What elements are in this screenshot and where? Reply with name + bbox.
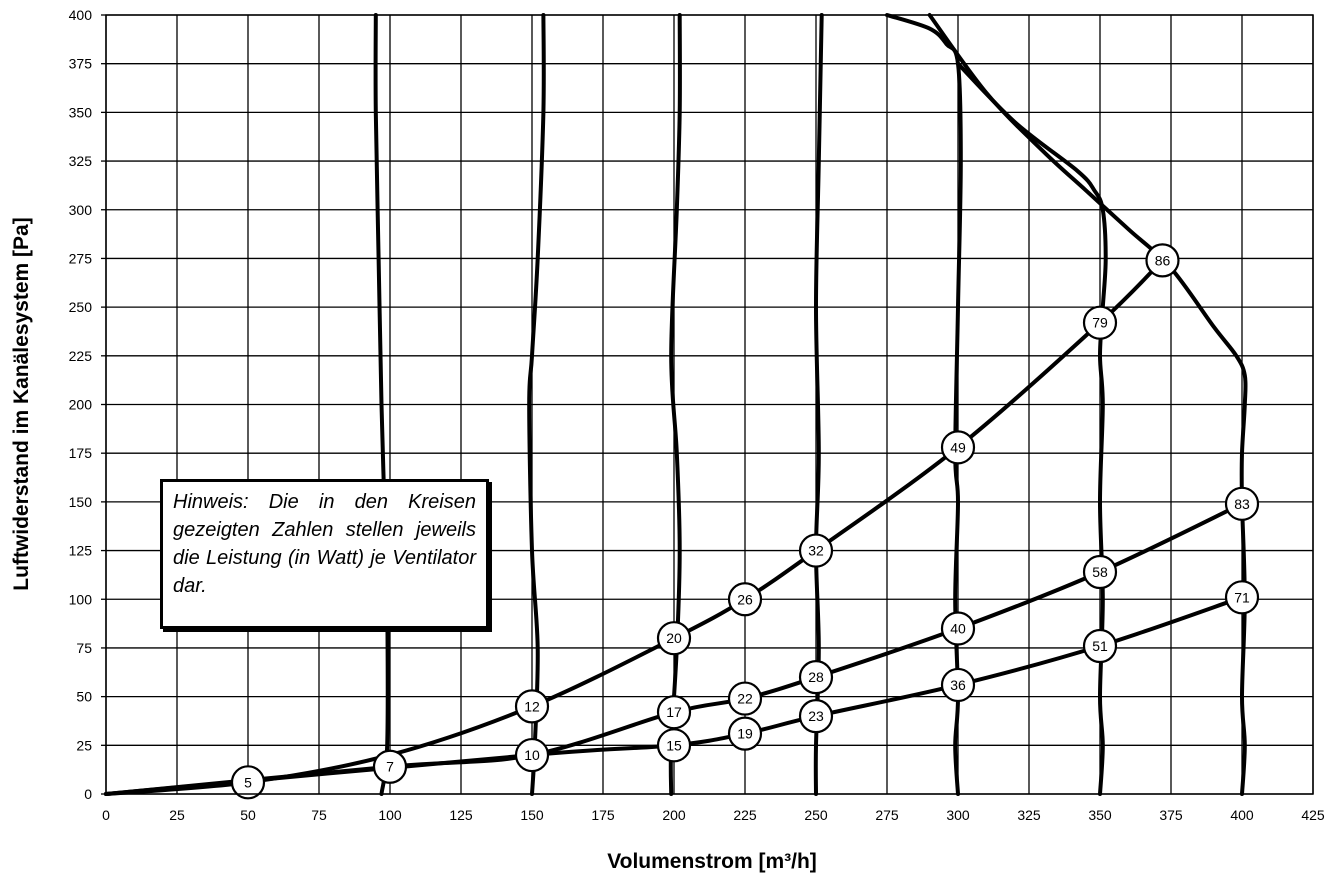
point-marker — [1082, 305, 1118, 340]
x-axis-title: Volumenstrom [m³/h] — [607, 850, 817, 873]
x-tick-label: 400 — [1230, 807, 1254, 823]
point-marker — [514, 689, 550, 724]
x-tick-label: 75 — [311, 807, 327, 823]
point-marker — [798, 533, 834, 568]
x-tick-label: 25 — [169, 807, 185, 823]
point-label: 19 — [737, 726, 753, 742]
fan-curve-line — [956, 61, 1108, 796]
tick-labels: 0 25 50 75 100 125 150 175 200 225 250 275 300 325 350… — [69, 7, 1325, 823]
gridlines — [101, 14, 1314, 795]
point-marker — [1224, 486, 1260, 521]
point-label: 12 — [524, 698, 540, 714]
x-tick-label: 175 — [591, 807, 615, 823]
point-label: 86 — [1155, 252, 1171, 268]
y-tick-label: 225 — [69, 348, 93, 364]
y-axis-title: Luftwiderstand im Kanälesystem [Pa] — [10, 217, 33, 590]
y-tick-label: 175 — [69, 445, 93, 461]
x-tick-label: 225 — [733, 807, 757, 823]
y-tick-label: 25 — [76, 737, 92, 753]
x-tick-label: 350 — [1088, 807, 1112, 823]
x-tick-label: 200 — [662, 807, 686, 823]
point-label: 36 — [950, 677, 966, 693]
point-label: 10 — [524, 747, 540, 763]
y-tick-label: 275 — [69, 250, 93, 266]
x-tick-label: 50 — [240, 807, 256, 823]
point-label: 22 — [737, 691, 753, 707]
data-points: 5 7 12 10 20 17 15 26 22 19 32 28 23 49 40 36 79 58 51 86 83… — [230, 243, 1260, 800]
point-marker — [727, 582, 763, 617]
point-marker — [940, 667, 976, 703]
point-marker — [656, 621, 692, 656]
y-tick-label: 375 — [69, 56, 93, 72]
point-marker — [798, 660, 834, 695]
x-tick-label: 150 — [520, 807, 544, 823]
x-tick-label: 300 — [946, 807, 970, 823]
point-label: 15 — [666, 737, 682, 753]
fan-curve-line — [927, 13, 1248, 796]
point-label: 32 — [808, 543, 824, 559]
x-tick-label: 275 — [875, 807, 899, 823]
fan-curve-line — [373, 13, 390, 796]
point-marker — [1145, 243, 1180, 278]
point-marker — [727, 681, 763, 716]
y-tick-label: 250 — [69, 299, 93, 315]
point-label: 40 — [950, 620, 966, 636]
x-tick-label: 100 — [378, 807, 402, 823]
y-tick-label: 125 — [69, 543, 93, 559]
point-label: 49 — [950, 439, 966, 455]
x-tick-label: 125 — [449, 807, 473, 823]
point-label: 20 — [666, 630, 682, 646]
point-marker — [656, 695, 692, 730]
point-marker — [1224, 580, 1260, 615]
note-text: Hinweis: Die in den Kreisen gezeigten Za… — [173, 491, 476, 597]
y-tick-label: 75 — [76, 640, 92, 656]
point-marker — [798, 698, 834, 734]
x-tick-label: 425 — [1301, 807, 1325, 823]
x-tick-label: 375 — [1159, 807, 1183, 823]
y-tick-label: 200 — [69, 397, 93, 413]
point-marker — [940, 611, 976, 646]
y-tick-label: 300 — [69, 202, 93, 218]
point-marker — [727, 716, 763, 751]
y-tick-label: 100 — [69, 591, 93, 607]
plot-frame — [105, 14, 1314, 795]
point-label: 7 — [386, 759, 394, 775]
point-label: 23 — [808, 708, 824, 724]
point-label: 26 — [737, 591, 753, 607]
point-label: 58 — [1092, 564, 1108, 580]
point-marker — [372, 749, 408, 784]
point-label: 83 — [1234, 496, 1250, 512]
point-label: 28 — [808, 669, 824, 685]
point-marker — [940, 430, 976, 465]
point-marker — [514, 737, 550, 773]
y-tick-label: 400 — [69, 7, 93, 23]
y-tick-label: 50 — [76, 689, 92, 705]
y-tick-label: 350 — [69, 104, 93, 120]
x-tick-label: 0 — [102, 807, 110, 823]
point-label: 79 — [1092, 315, 1108, 331]
point-marker — [1082, 554, 1118, 590]
point-marker — [656, 728, 692, 763]
x-tick-label: 250 — [804, 807, 828, 823]
point-marker — [230, 765, 266, 800]
point-label: 5 — [244, 774, 252, 790]
point-marker — [1082, 628, 1118, 664]
y-tick-label: 150 — [69, 494, 93, 510]
point-label: 51 — [1092, 638, 1108, 654]
y-tick-label: 0 — [84, 786, 92, 802]
point-label: 71 — [1234, 589, 1250, 605]
y-tick-label: 325 — [69, 153, 93, 169]
x-tick-label: 325 — [1017, 807, 1041, 823]
system-curve-line — [104, 258, 1165, 796]
note-box: Hinweis: Die in den Kreisen gezeigten Za… — [160, 479, 489, 629]
point-label: 17 — [666, 704, 682, 720]
